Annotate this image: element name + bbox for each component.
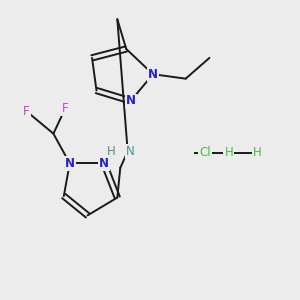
Text: N: N [126, 94, 136, 107]
Text: H: H [253, 146, 261, 160]
Text: F: F [62, 102, 69, 115]
Text: N: N [99, 157, 109, 170]
Text: F: F [23, 105, 30, 118]
Text: H: H [224, 146, 233, 160]
Text: H: H [107, 145, 116, 158]
Text: N: N [148, 68, 158, 81]
Text: N: N [126, 145, 135, 158]
Text: Cl: Cl [199, 146, 211, 160]
Text: N: N [65, 157, 75, 170]
